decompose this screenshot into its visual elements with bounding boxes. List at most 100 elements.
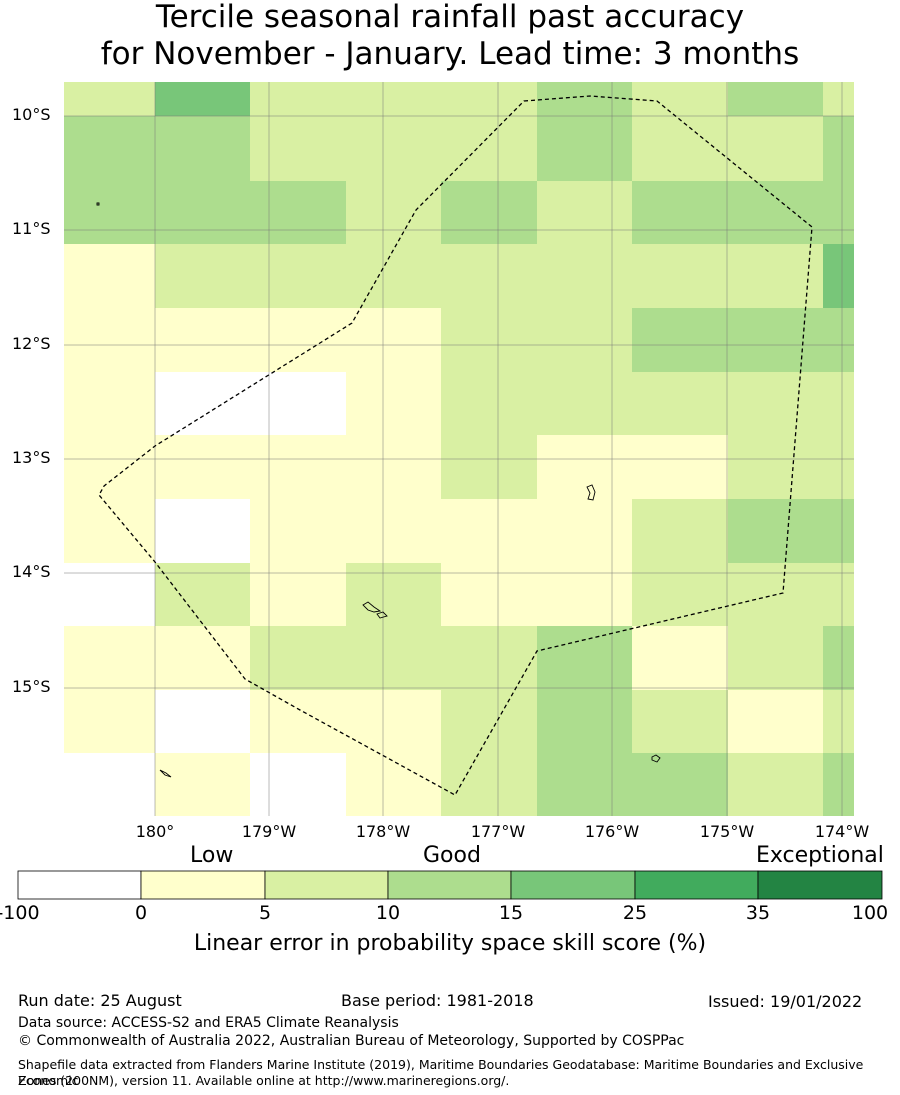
skill-cell [537, 116, 632, 181]
skill-cell [632, 82, 728, 116]
longitude-label: 180° [135, 822, 175, 841]
colorbar-tick-label: 25 [622, 902, 648, 924]
skill-cell [632, 499, 728, 563]
skill-cell [728, 82, 823, 116]
skill-cell [537, 435, 632, 499]
skill-cell [632, 626, 728, 690]
skill-cell [346, 435, 441, 499]
skill-cell [250, 690, 346, 753]
level-good-label: Good [423, 843, 481, 868]
skill-cell [346, 116, 441, 181]
skill-cell [441, 82, 537, 116]
skill-cell [728, 181, 823, 244]
skill-cell [155, 372, 250, 435]
eez-boundary [98, 95, 813, 796]
skill-cell [632, 563, 728, 626]
island-outlines [96, 202, 661, 778]
skill-cell [441, 499, 537, 563]
skill-cell [632, 181, 728, 244]
skill-cell [346, 753, 441, 816]
skill-cell [728, 690, 823, 753]
skill-cell [632, 244, 728, 308]
skill-cell [250, 244, 346, 308]
colorbar-segment [140, 870, 266, 900]
colorbar-segment [17, 870, 142, 900]
skill-cell [537, 82, 632, 116]
base-period: Base period: 1981-2018 [341, 991, 534, 1010]
skill-cell [250, 626, 346, 690]
skill-cell [64, 499, 155, 563]
skill-cell [441, 244, 537, 308]
colorbar-tick-label: 5 [258, 902, 272, 924]
skill-cell [64, 372, 155, 435]
island [159, 769, 172, 778]
skill-cell [346, 181, 441, 244]
skill-cell [250, 181, 346, 244]
colorbar-segment [264, 870, 389, 900]
copyright: © Commonwealth of Australia 2022, Austra… [18, 1033, 685, 1049]
skill-cell [250, 308, 346, 372]
skill-cell [346, 308, 441, 372]
island [362, 601, 382, 613]
skill-cell [155, 82, 250, 116]
skill-cell [823, 116, 854, 181]
skill-cell [155, 181, 250, 244]
latitude-label: 15°S [12, 677, 51, 696]
level-low-label: Low [190, 843, 234, 868]
issued-date: Issued: 19/01/2022 [708, 992, 863, 1011]
skill-cell [632, 372, 728, 435]
skill-cell [823, 626, 854, 690]
skill-cell [823, 753, 854, 816]
island [651, 754, 661, 763]
skill-cell [728, 626, 823, 690]
skill-cell [155, 435, 250, 499]
skill-cell [632, 435, 728, 499]
latitude-label: 11°S [12, 219, 51, 238]
skill-cell [441, 181, 537, 244]
skill-cell [537, 308, 632, 372]
colorbar-tick-label: -100 [0, 902, 40, 924]
skill-cell [537, 372, 632, 435]
skill-cell [64, 753, 155, 816]
skill-cell [823, 499, 854, 563]
skill-cell [155, 626, 250, 690]
colorbar-segment [634, 870, 759, 900]
colorbar-tick-label: 100 [851, 902, 889, 924]
longitude-label: 176°W [584, 822, 640, 841]
longitude-label: 174°W [814, 822, 870, 841]
colorbar-segment [757, 870, 883, 900]
longitude-label: 175°W [699, 822, 755, 841]
skill-cell [346, 244, 441, 308]
skill-cell [250, 499, 346, 563]
graticule [64, 82, 854, 816]
skill-cell [823, 435, 854, 499]
skill-cell [728, 116, 823, 181]
skill-cell [728, 435, 823, 499]
island [96, 202, 100, 206]
skill-cell [64, 116, 155, 181]
skill-cell [155, 690, 250, 753]
skill-cell [441, 435, 537, 499]
latitude-label: 12°S [12, 334, 51, 353]
skill-cell [728, 753, 823, 816]
skill-cell [64, 563, 155, 626]
shapefile-credit-line1: Shapefile data extracted from Flanders M… [18, 1057, 864, 1088]
skill-cell [537, 690, 632, 753]
skill-cell [823, 372, 854, 435]
skill-cell [728, 372, 823, 435]
skill-cell [155, 753, 250, 816]
colorbar-title: Linear error in probability space skill … [193, 931, 707, 956]
skill-cell [155, 499, 250, 563]
skill-cell [250, 82, 346, 116]
skill-cell [250, 753, 346, 816]
colorbar-tick-label: 0 [134, 902, 148, 924]
skill-cell [823, 563, 854, 626]
skill-cell [632, 690, 728, 753]
skill-cell [728, 308, 823, 372]
run-date: Run date: 25 August [18, 991, 182, 1010]
skill-cell [155, 308, 250, 372]
skill-cell [346, 563, 441, 626]
skill-cell [441, 563, 537, 626]
longitude-label: 178°W [355, 822, 411, 841]
